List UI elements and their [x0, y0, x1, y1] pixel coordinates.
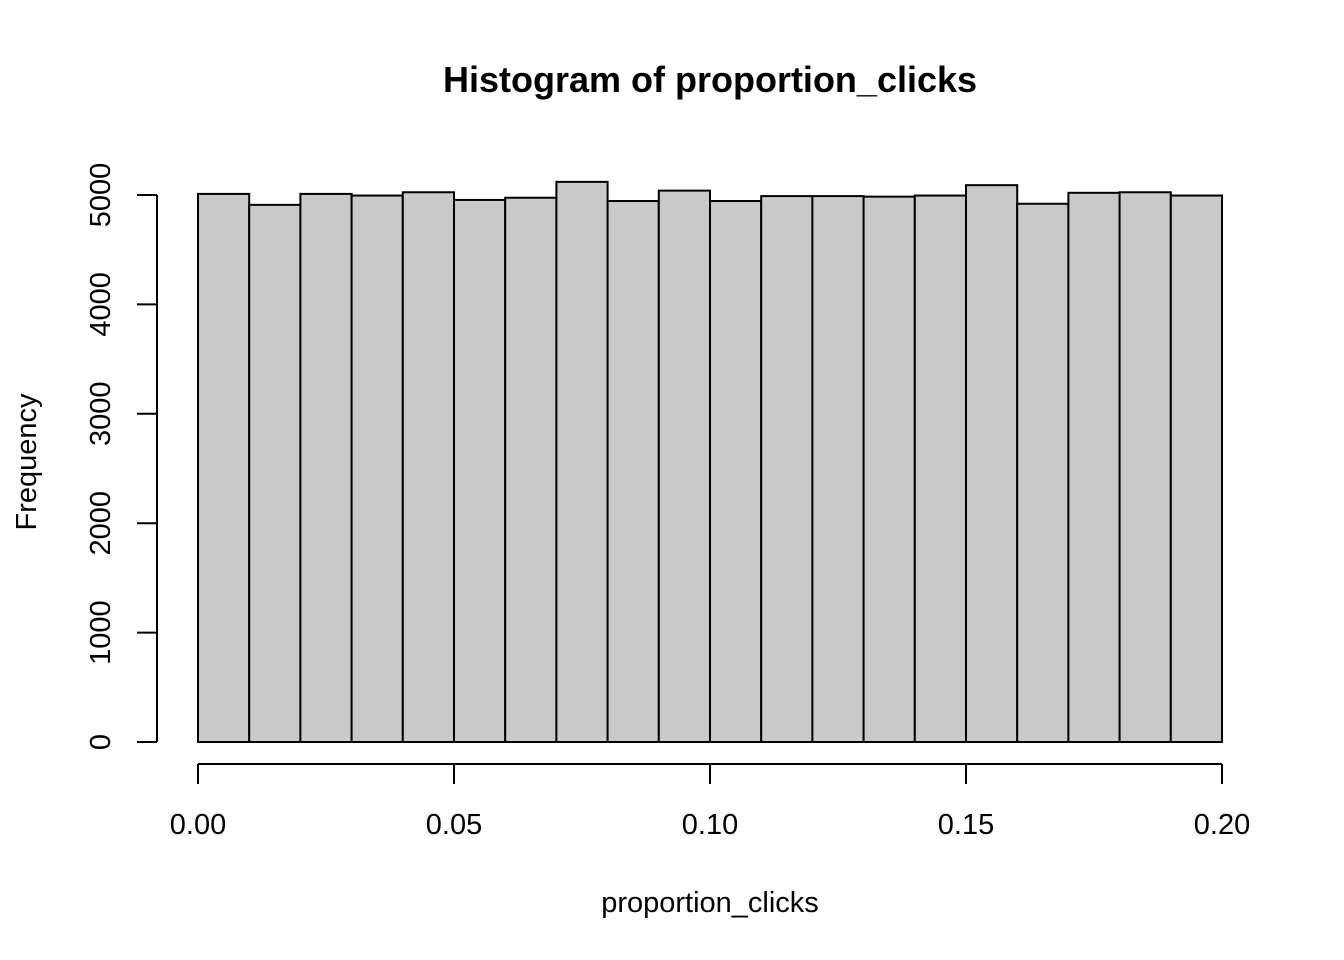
histogram-bar — [862, 195, 916, 744]
y-axis: 0 1000 2000 3000 4000 5000 — [85, 163, 158, 750]
x-axis-label: proportion_clicks — [601, 887, 819, 919]
histogram-bar — [1118, 191, 1172, 743]
y-tick-label: 4000 — [85, 272, 117, 337]
histogram-bar — [709, 200, 763, 743]
x-tick-label: 0.20 — [1194, 809, 1250, 841]
histogram-bar — [248, 203, 302, 743]
histogram-bar — [504, 196, 558, 744]
histogram-bar — [1169, 194, 1224, 743]
histogram-bar — [197, 192, 251, 743]
histogram-bar — [657, 189, 711, 743]
bars-group — [197, 180, 1224, 744]
y-tick-label: 3000 — [85, 382, 117, 447]
chart-title: Histogram of proportion_clicks — [443, 59, 977, 100]
histogram-bar — [606, 200, 660, 743]
x-tick-label: 0.05 — [426, 809, 482, 841]
y-axis-label: Frequency — [11, 393, 43, 531]
histogram-bar — [350, 194, 404, 743]
histogram-bar — [401, 191, 455, 743]
y-tick-label: 5000 — [85, 163, 117, 228]
histogram-bar — [913, 194, 967, 743]
histogram-bar — [299, 192, 353, 743]
y-tick-label: 1000 — [85, 600, 117, 665]
x-tick-label: 0.00 — [170, 809, 226, 841]
x-axis: 0.00 0.05 0.10 0.15 0.20 — [170, 763, 1250, 841]
y-tick-label: 2000 — [85, 491, 117, 556]
histogram-bar — [453, 198, 507, 744]
histogram-bar — [811, 195, 865, 743]
y-tick-label: 0 — [85, 734, 117, 750]
histogram-bar — [1016, 202, 1070, 743]
histogram-bar — [1067, 191, 1121, 743]
x-tick-label: 0.15 — [938, 809, 994, 841]
histogram-bar — [965, 184, 1019, 744]
histogram-bar — [555, 180, 609, 743]
histogram-bar — [760, 195, 814, 743]
x-tick-label: 0.10 — [682, 809, 738, 841]
